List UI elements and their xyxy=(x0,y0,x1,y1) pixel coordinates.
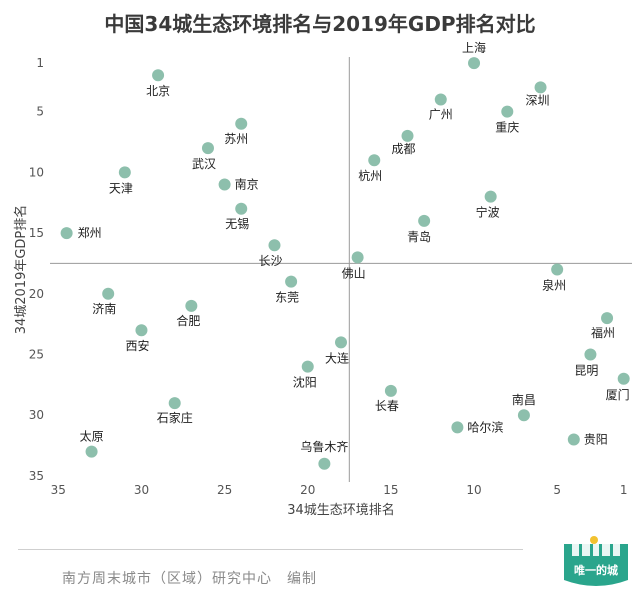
data-point xyxy=(60,227,73,240)
x-tick-label: 5 xyxy=(553,483,561,497)
data-point xyxy=(135,324,148,337)
data-point xyxy=(484,190,497,203)
point-label: 东莞 xyxy=(275,291,299,305)
point-label: 南昌 xyxy=(512,392,536,407)
point-label: 重庆 xyxy=(495,121,519,135)
data-point xyxy=(218,178,231,191)
data-point xyxy=(501,105,514,118)
point-label: 武汉 xyxy=(192,157,216,171)
data-point xyxy=(384,384,397,397)
point-label: 广州 xyxy=(429,108,453,122)
point-label: 大连 xyxy=(325,350,349,365)
point-label: 合肥 xyxy=(176,313,200,328)
footer-divider xyxy=(18,549,523,550)
point-label: 青岛 xyxy=(407,229,431,244)
point-label: 石家庄 xyxy=(157,410,193,425)
data-point xyxy=(102,287,115,300)
logo: 唯一的城 xyxy=(564,526,628,586)
point-label: 哈尔滨 xyxy=(467,419,503,434)
data-point xyxy=(285,275,298,288)
point-label: 厦门 xyxy=(606,387,630,402)
x-tick-label: 25 xyxy=(217,483,232,497)
data-point xyxy=(235,202,248,215)
data-point xyxy=(168,397,181,410)
data-point xyxy=(517,409,530,422)
data-point xyxy=(434,93,447,106)
data-point xyxy=(185,299,198,312)
x-axis-label: 34城生态环境排名 xyxy=(287,502,395,518)
point-label: 成都 xyxy=(392,142,416,156)
point-label: 佛山 xyxy=(342,266,366,280)
point-label: 乌鲁木齐 xyxy=(300,439,348,454)
data-point xyxy=(235,117,248,130)
data-point xyxy=(584,348,597,361)
point-label: 西安 xyxy=(125,338,149,353)
data-point xyxy=(268,239,281,252)
data-point xyxy=(418,214,431,227)
point-label: 天津 xyxy=(109,181,133,195)
x-tick-label: 35 xyxy=(51,483,66,497)
point-label: 宁波 xyxy=(476,205,500,220)
data-point xyxy=(401,129,414,142)
data-point xyxy=(85,445,98,458)
data-point xyxy=(601,312,614,325)
x-tick-label: 10 xyxy=(466,483,481,497)
data-point xyxy=(152,69,165,82)
data-point xyxy=(617,372,630,385)
y-tick-label: 30 xyxy=(29,408,44,422)
point-label: 深圳 xyxy=(526,93,550,107)
point-label: 长春 xyxy=(375,399,399,413)
x-tick-label: 20 xyxy=(300,483,315,497)
data-point xyxy=(468,57,481,70)
y-tick-label: 25 xyxy=(29,348,44,362)
data-point xyxy=(118,166,131,179)
point-label: 北京 xyxy=(146,84,170,98)
chart-title: 中国34城生态环境排名与2019年GDP排名对比 xyxy=(104,12,536,36)
x-tick-label: 1 xyxy=(620,483,628,497)
point-label: 南京 xyxy=(235,177,259,192)
y-tick-label: 10 xyxy=(29,165,44,179)
grid-layer xyxy=(50,57,632,482)
x-tick-label: 15 xyxy=(383,483,398,497)
data-point xyxy=(551,263,564,276)
data-point xyxy=(335,336,347,349)
point-label: 泉州 xyxy=(542,279,566,293)
point-label: 苏州 xyxy=(224,132,248,146)
point-label: 昆明 xyxy=(574,364,598,378)
y-tick-label: 1 xyxy=(36,56,44,70)
data-point xyxy=(201,142,214,155)
y-tick-label: 5 xyxy=(36,105,44,119)
data-point xyxy=(451,421,464,434)
point-label: 无锡 xyxy=(225,216,249,231)
point-label: 郑州 xyxy=(78,225,102,240)
point-label: 福州 xyxy=(591,325,615,340)
point-label: 贵阳 xyxy=(584,433,608,447)
point-label: 杭州 xyxy=(358,168,382,183)
point-label: 沈阳 xyxy=(293,375,317,390)
logo-text: 唯一的城 xyxy=(574,563,618,577)
footer-credit: 南方周末城市（区域）研究中心 编制 xyxy=(62,571,317,587)
y-tick-label: 20 xyxy=(29,287,44,301)
y-tick-label: 35 xyxy=(29,469,44,483)
logo-icon xyxy=(564,526,628,586)
data-point xyxy=(351,251,364,264)
point-label: 长沙 xyxy=(258,254,282,268)
point-label: 上海 xyxy=(462,40,486,55)
data-point xyxy=(567,433,580,446)
data-point xyxy=(301,360,314,373)
data-point xyxy=(318,457,331,470)
point-label: 济南 xyxy=(92,301,116,316)
y-axis-label: 34城2019年GDP排名 xyxy=(13,205,29,335)
y-tick-label: 15 xyxy=(29,226,44,240)
x-tick-label: 30 xyxy=(134,483,149,497)
data-point xyxy=(368,154,381,167)
point-label: 太原 xyxy=(80,429,104,444)
data-point xyxy=(534,81,547,94)
